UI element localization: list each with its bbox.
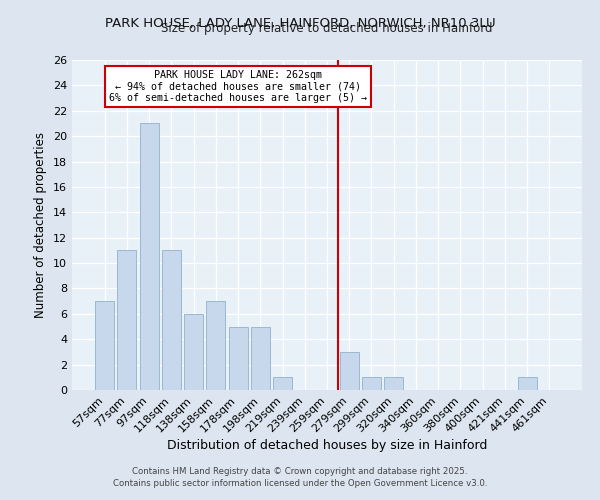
X-axis label: Distribution of detached houses by size in Hainford: Distribution of detached houses by size … <box>167 440 487 452</box>
Bar <box>384 378 403 390</box>
Y-axis label: Number of detached properties: Number of detached properties <box>34 132 47 318</box>
Bar <box>229 326 248 390</box>
Bar <box>140 124 158 390</box>
Bar <box>184 314 203 390</box>
Bar <box>251 326 270 390</box>
Bar <box>206 301 225 390</box>
Bar <box>118 250 136 390</box>
Text: PARK HOUSE LADY LANE: 262sqm
← 94% of detached houses are smaller (74)
6% of sem: PARK HOUSE LADY LANE: 262sqm ← 94% of de… <box>109 70 367 103</box>
Text: Contains HM Land Registry data © Crown copyright and database right 2025.
Contai: Contains HM Land Registry data © Crown c… <box>113 466 487 487</box>
Bar <box>340 352 359 390</box>
Bar <box>518 378 536 390</box>
Text: PARK HOUSE, LADY LANE, HAINFORD, NORWICH, NR10 3LU: PARK HOUSE, LADY LANE, HAINFORD, NORWICH… <box>104 18 496 30</box>
Bar <box>95 301 114 390</box>
Bar <box>162 250 181 390</box>
Bar <box>273 378 292 390</box>
Bar <box>362 378 381 390</box>
Title: Size of property relative to detached houses in Hainford: Size of property relative to detached ho… <box>161 22 493 35</box>
